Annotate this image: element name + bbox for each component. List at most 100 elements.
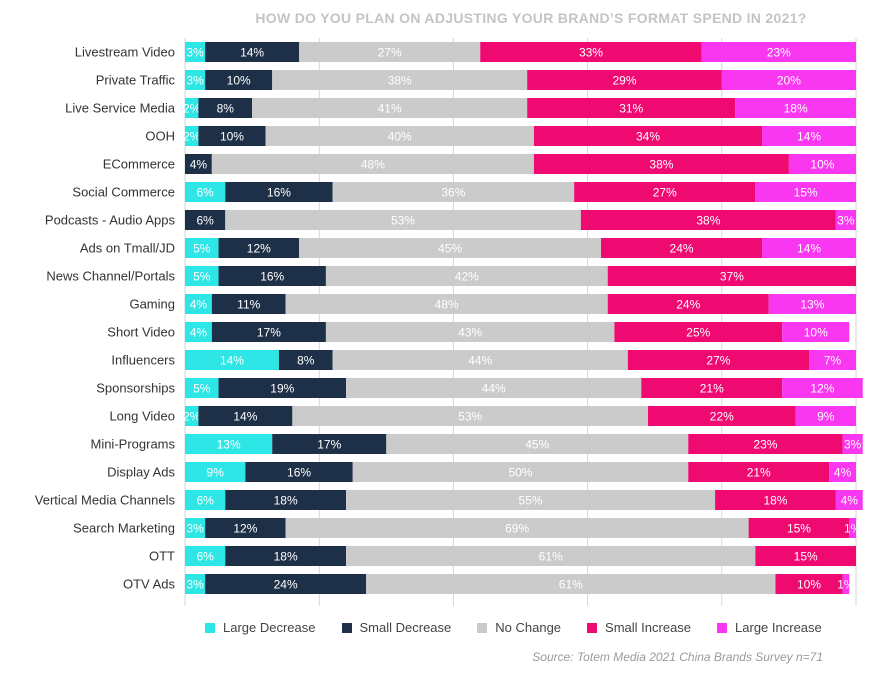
data-label: 13%: [217, 438, 241, 452]
data-label: 33%: [579, 46, 603, 60]
data-label: 6%: [196, 550, 214, 564]
legend-label: Large Decrease: [223, 620, 316, 635]
bar-segment: [641, 378, 783, 398]
bar-segment: [292, 406, 648, 426]
bar-segment: [185, 266, 219, 286]
bar-segment: [265, 126, 534, 146]
bar-segment: [788, 154, 856, 174]
data-label: 8%: [217, 102, 235, 116]
data-label: 40%: [388, 130, 412, 144]
data-label: 2%: [183, 102, 201, 116]
data-label: 31%: [619, 102, 643, 116]
data-label: 24%: [274, 578, 298, 592]
bar-segment: [782, 378, 863, 398]
bar-segment: [748, 518, 850, 538]
bar-segment: [245, 462, 353, 482]
bar-segment: [533, 154, 789, 174]
data-label: 9%: [817, 410, 835, 424]
data-label: 29%: [612, 74, 636, 88]
data-label: 5%: [193, 242, 211, 256]
data-label: 16%: [267, 186, 291, 200]
data-label: 8%: [297, 354, 315, 368]
bar-segment: [205, 42, 300, 62]
data-label: 61%: [559, 578, 583, 592]
data-label: 38%: [388, 74, 412, 88]
bar-segment: [185, 378, 219, 398]
bar-segment: [721, 70, 856, 90]
data-label: 18%: [274, 550, 298, 564]
bar-segment: [185, 518, 206, 538]
data-label: 22%: [710, 410, 734, 424]
bar-segment: [332, 350, 628, 370]
data-label: 4%: [190, 158, 208, 172]
bar-segment: [352, 462, 689, 482]
data-label: 1%: [837, 578, 855, 592]
bar-segment: [762, 238, 856, 258]
data-label: 15%: [787, 522, 811, 536]
bar-segment: [782, 322, 850, 342]
bar-segment: [185, 182, 226, 202]
data-label: 17%: [317, 438, 341, 452]
data-label: 4%: [834, 466, 852, 480]
data-label: 55%: [519, 494, 543, 508]
bar-segment: [762, 126, 856, 146]
data-label: 5%: [193, 270, 211, 284]
bar-segment: [332, 182, 575, 202]
data-label: 3%: [844, 438, 862, 452]
bar-segment: [185, 210, 226, 230]
data-label: 38%: [649, 158, 673, 172]
bar-segment: [225, 546, 347, 566]
bar-segment: [205, 518, 286, 538]
chart-title: HOW DO YOU PLAN ON ADJUSTING YOUR BRAND’…: [255, 10, 807, 26]
data-label: 6%: [196, 186, 214, 200]
data-label: 16%: [260, 270, 284, 284]
bar-segment: [225, 210, 581, 230]
data-label: 2%: [183, 410, 201, 424]
data-label: 3%: [186, 578, 204, 592]
category-label: Social Commerce: [72, 185, 175, 200]
data-label: 42%: [455, 270, 479, 284]
bar-segment: [285, 518, 749, 538]
data-label: 48%: [361, 158, 385, 172]
data-label: 15%: [794, 186, 818, 200]
category-label: Mini-Programs: [90, 437, 175, 452]
bar-segment: [185, 70, 206, 90]
data-label: 6%: [196, 494, 214, 508]
bar-segment: [218, 378, 347, 398]
category-label: Search Marketing: [73, 521, 175, 536]
bar-segment: [211, 322, 326, 342]
legend-item-small-decrease: Small Decrease: [341, 620, 452, 635]
bar-segment: [225, 182, 333, 202]
bar-segment: [809, 350, 856, 370]
legend-label: Small Increase: [605, 620, 692, 635]
bar-segment: [185, 294, 212, 314]
bar-segment: [775, 574, 843, 594]
bar-segment: [272, 434, 387, 454]
data-label: 34%: [636, 130, 660, 144]
data-label: 3%: [186, 46, 204, 60]
category-label: Long Video: [109, 409, 175, 424]
category-label: Private Traffic: [96, 73, 176, 88]
bar-segment: [205, 70, 273, 90]
data-label: 37%: [720, 270, 744, 284]
legend-swatch-small-increase: [587, 622, 598, 633]
category-label: News Channel/Portals: [46, 269, 175, 284]
bar-segment: [701, 42, 856, 62]
bar-segment: [527, 98, 736, 118]
bar-segment: [755, 546, 856, 566]
data-label: 10%: [227, 74, 251, 88]
bar-segment: [835, 490, 863, 510]
data-label: 24%: [676, 298, 700, 312]
legend: Large Decrease Small Decrease No Change …: [205, 620, 848, 635]
data-label: 53%: [391, 214, 415, 228]
data-label: 16%: [287, 466, 311, 480]
data-label: 14%: [240, 46, 264, 60]
data-label: 18%: [274, 494, 298, 508]
data-label: 10%: [804, 326, 828, 340]
category-label: OTV Ads: [123, 577, 176, 592]
legend-label: Small Decrease: [359, 620, 452, 635]
data-label: 15%: [794, 550, 818, 564]
bar-segment: [688, 434, 843, 454]
data-label: 11%: [237, 298, 260, 312]
legend-swatch-small-decrease: [341, 622, 352, 633]
